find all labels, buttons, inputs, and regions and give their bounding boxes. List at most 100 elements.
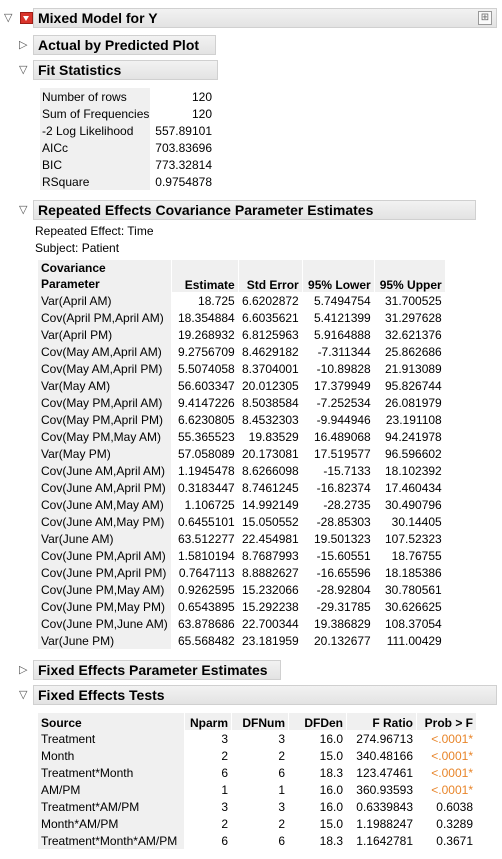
cov-lower: 16.489068 [302,428,375,445]
covariance-row: Cov(June PM,April AM) 1.5810194 8.7687993-… [38,547,446,564]
cov-parameter: Var(May PM) [38,445,172,462]
fixed-test-row: Treatment 3 3 16.0 274.96713 <.0001* [38,730,477,747]
cov-estimate: 55.365523 [171,428,239,445]
fixed-test-row: Month 2 2 15.0 340.48166 <.0001* [38,747,477,764]
fit-stat-value: 120 [150,105,212,122]
ft-nparm: 6 [184,764,232,781]
cov-estimate: 18.354884 [171,309,239,326]
cov-lower: -16.65596 [302,564,375,581]
section-fixed-tests[interactable]: Fixed Effects Tests [33,685,497,705]
fit-stat-label: Number of rows [40,88,150,105]
cov-parameter: Var(April AM) [38,292,172,309]
ft-prob: <.0001* [416,730,477,747]
cov-upper: 26.081979 [374,394,446,411]
ft-prob: 0.6038 [416,798,477,815]
fit-stat-row: AICc 703.83696 [40,139,212,156]
report-title: Mixed Model for Y [33,8,497,28]
cov-parameter: Var(May AM) [38,377,172,394]
cov-estimate: 0.9262595 [171,581,239,598]
covariance-row: Cov(June AM,May AM) 1.106725 14.992149 -28.… [38,496,446,513]
section-fit-statistics[interactable]: Fit Statistics [33,60,218,80]
ft-source: Treatment*Month [38,764,185,781]
cov-lower: 20.132677 [302,632,375,649]
cov-upper: 23.191108 [374,411,446,428]
pin-icon[interactable]: ⊞ [478,11,492,25]
cov-std-error: 22.700344 [238,615,303,632]
cov-estimate: 9.2756709 [171,343,239,360]
cov-std-error: 6.6035621 [238,309,303,326]
fit-stat-label: AICc [40,139,150,156]
disclosure-open-icon[interactable]: ▽ [19,204,28,216]
cov-parameter: Cov(May AM,April PM) [38,360,172,377]
ft-dfnum: 3 [231,730,289,747]
fit-stat-value: 703.83696 [150,139,212,156]
cov-std-error: 8.4532303 [238,411,303,428]
section-fixed-params[interactable]: Fixed Effects Parameter Estimates [33,660,281,680]
cov-estimate: 9.4147226 [171,394,239,411]
covariance-row: Cov(May AM,April PM) 5.5074058 8.3704001 -1… [38,360,446,377]
disclosure-open-icon[interactable]: ▽ [19,64,28,76]
cov-estimate: 6.6230805 [171,411,239,428]
covariance-row: Var(April PM) 19.268932 6.8125963 5.9164888… [38,326,446,343]
cov-estimate: 0.6543895 [171,598,239,615]
ft-nparm: 3 [184,730,232,747]
red-triangle-menu-icon[interactable] [20,12,33,24]
cov-upper: 107.52323 [374,530,446,547]
ft-prob: <.0001* [416,781,477,798]
cov-std-error: 15.292238 [238,598,303,615]
section-repeated-effects[interactable]: Repeated Effects Covariance Parameter Es… [33,200,476,220]
cov-parameter: Cov(June PM,May PM) [38,598,172,615]
cov-estimate: 1.106725 [171,496,239,513]
fixed-test-row: Treatment*AM/PM 3 3 16.0 0.6339843 0.6038 [38,798,477,815]
ft-dfden: 16.0 [288,730,347,747]
cov-upper: 18.102392 [374,462,446,479]
fit-stat-row: -2 Log Likelihood 557.89101 [40,122,212,139]
ft-dfnum: 2 [231,815,289,832]
cov-lower: 5.4121399 [302,309,375,326]
cov-parameter: Var(June PM) [38,632,172,649]
ft-source: Treatment*AM/PM [38,798,185,815]
disclosure-open-icon[interactable]: ▽ [19,689,28,701]
fit-stat-value: 120 [150,88,212,105]
subject-line: Subject: Patient [35,241,120,255]
cov-upper: 17.460434 [374,479,446,496]
ft-dfden: 18.3 [288,832,347,849]
col-header-estimate: Estimate [171,260,239,292]
cov-std-error: 8.3704001 [238,360,303,377]
section-actual-by-predicted[interactable]: Actual by Predicted Plot [33,35,216,55]
cov-upper: 18.185386 [374,564,446,581]
covariance-row: Cov(June AM,April PM) 0.3183447 8.7461245-… [38,479,446,496]
cov-lower: 5.9164888 [302,326,375,343]
disclosure-closed-icon[interactable]: ▷ [19,664,28,676]
ft-dfnum: 6 [231,832,289,849]
cov-lower: -7.311344 [302,343,375,360]
ft-dfnum: 3 [231,798,289,815]
fit-statistics-table: Number of rows 120 Sum of Frequencies 120 -2… [40,88,212,190]
cov-std-error: 20.173081 [238,445,303,462]
cov-upper: 31.297628 [374,309,446,326]
ft-dfnum: 1 [231,781,289,798]
covariance-row: Cov(June PM,May PM) 0.6543895 15.292238 -29… [38,598,446,615]
cov-estimate: 5.5074058 [171,360,239,377]
cov-parameter: Cov(June AM,April AM) [38,462,172,479]
cov-parameter: Var(June AM) [38,530,172,547]
ft-fratio: 0.6339843 [346,798,417,815]
ft-prob: 0.3671 [416,832,477,849]
cov-std-error: 8.6266098 [238,462,303,479]
cov-std-error: 8.7687993 [238,547,303,564]
cov-parameter: Cov(June PM,April AM) [38,547,172,564]
ft-dfnum: 2 [231,747,289,764]
ft-source: Treatment [38,730,185,747]
cov-lower: 17.379949 [302,377,375,394]
disclosure-open-icon[interactable]: ▽ [4,12,13,24]
cov-lower: -15.7133 [302,462,375,479]
cov-lower: -7.252534 [302,394,375,411]
fit-stat-value: 773.32814 [150,156,212,173]
cov-estimate: 0.7647113 [171,564,239,581]
disclosure-closed-icon[interactable]: ▷ [19,39,28,51]
cov-upper: 32.621376 [374,326,446,343]
fixed-test-row: Month*AM/PM 2 2 15.0 1.1988247 0.3289 [38,815,477,832]
cov-parameter: Cov(June PM,May AM) [38,581,172,598]
ft-dfnum: 6 [231,764,289,781]
ft-source: Month [38,747,185,764]
